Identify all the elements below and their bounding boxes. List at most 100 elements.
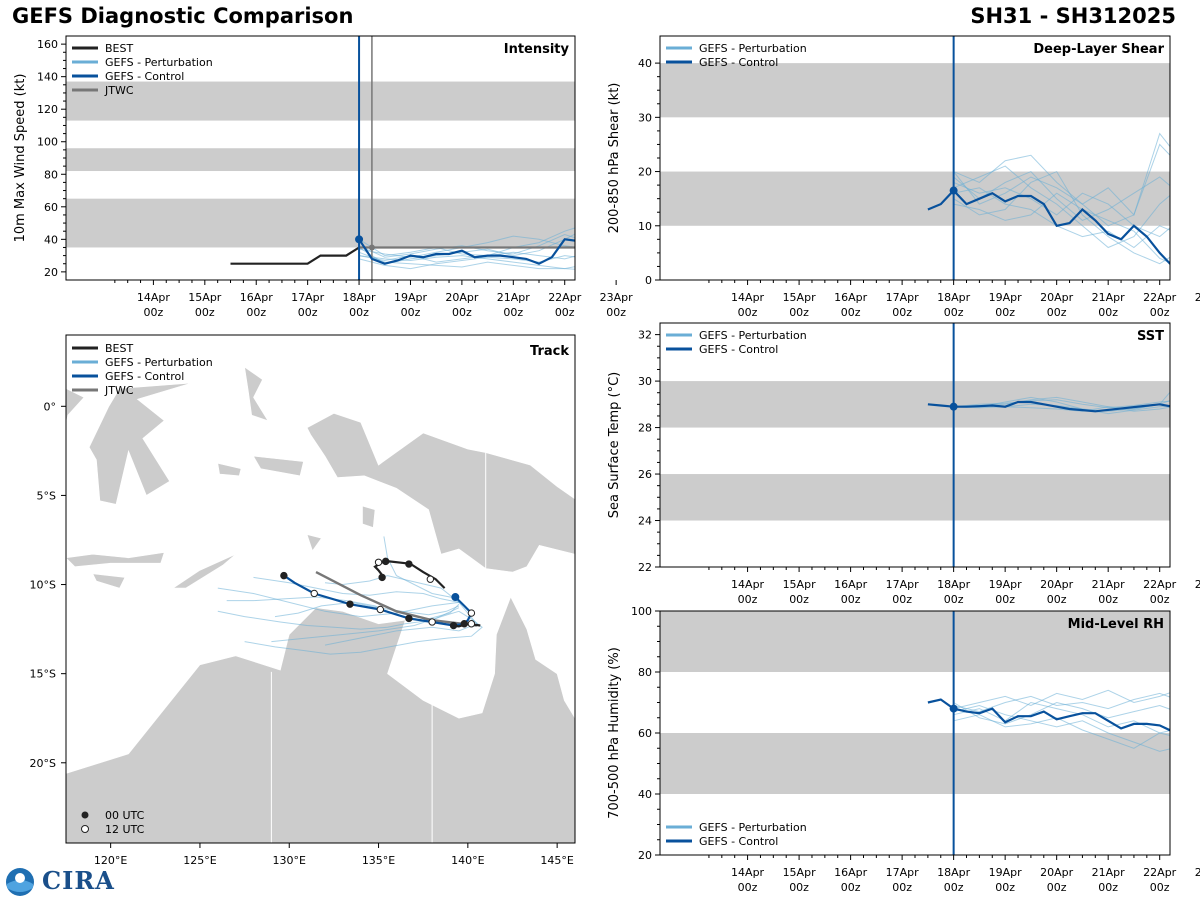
land-mass-7 bbox=[66, 552, 165, 568]
x-tick-label-day: 18Apr bbox=[937, 291, 971, 304]
panel-title: Track bbox=[530, 344, 569, 359]
x-tick-label-hour: 00z bbox=[944, 306, 964, 319]
x-tick-label-hour: 00z bbox=[841, 881, 861, 894]
init-marker bbox=[949, 186, 958, 195]
x-tick-label-hour: 00z bbox=[789, 881, 809, 894]
control-marker bbox=[376, 605, 385, 614]
perturbation-line-0 bbox=[953, 391, 1170, 412]
legend-marker-12utc bbox=[81, 825, 89, 833]
x-tick-label-day: 22Apr bbox=[1143, 578, 1177, 591]
logo-text: CIRA bbox=[42, 866, 115, 895]
panel-rh: 20 40 60 80 100 14Apr 00z 15Apr 00z 16Apr 00z 17Apr… bbox=[607, 605, 1200, 894]
page-title: GEFS Diagnostic Comparison bbox=[12, 4, 354, 28]
perturbation-line-3 bbox=[953, 165, 1170, 249]
x-tick-label-hour: 00z bbox=[349, 306, 369, 319]
x-tick-label-hour: 00z bbox=[1098, 306, 1118, 319]
x-tick-label-day: 14Apr bbox=[731, 866, 765, 879]
perturbation-line-2 bbox=[953, 170, 1170, 265]
best-marker bbox=[381, 557, 390, 566]
x-tick-label-day: 14Apr bbox=[731, 291, 765, 304]
band-2 bbox=[66, 81, 575, 121]
x-tick-label-hour: 00z bbox=[995, 593, 1015, 606]
x-tick-label-day: 23Apr bbox=[1195, 866, 1200, 879]
x-tick-label-day: 23Apr bbox=[1195, 578, 1200, 591]
y-tick-label: 40 bbox=[638, 788, 652, 801]
x-tick-label-day: 20Apr bbox=[445, 291, 479, 304]
land-mass-0 bbox=[66, 596, 575, 843]
x-tick-label-day: 19Apr bbox=[394, 291, 428, 304]
y-tick-label: 20 bbox=[638, 166, 652, 179]
noaa-logo-icon bbox=[6, 868, 34, 896]
y-tick-label: 20 bbox=[638, 849, 652, 862]
track-perturbation-7 bbox=[244, 610, 483, 655]
control-marker bbox=[310, 589, 318, 598]
init-marker bbox=[949, 402, 958, 411]
x-tick-label-day: 17Apr bbox=[291, 291, 325, 304]
x-tick-label-day: 19Apr bbox=[989, 291, 1023, 304]
x-tick-label-day: 15Apr bbox=[783, 866, 817, 879]
x-tick-label-day: 21Apr bbox=[1092, 866, 1126, 879]
perturbation-line-3 bbox=[358, 238, 575, 260]
x-tick-label-hour: 00z bbox=[555, 306, 575, 319]
x-tick-label-hour: 00z bbox=[1150, 306, 1170, 319]
x-tick-label-hour: 00z bbox=[738, 306, 758, 319]
band-1 bbox=[660, 63, 1170, 118]
x-tick-label-hour: 00z bbox=[995, 881, 1015, 894]
y-tick-label: 20°S bbox=[30, 757, 56, 770]
init-marker bbox=[355, 235, 364, 244]
map-area bbox=[66, 335, 575, 843]
y-tick-label: 10°S bbox=[30, 579, 56, 592]
perturbation-line-5 bbox=[953, 171, 1170, 221]
x-tick-label-day: 16Apr bbox=[240, 291, 274, 304]
x-tick-label-day: 21Apr bbox=[1092, 291, 1126, 304]
y-axis-label: 10m Max Wind Speed (kt) bbox=[13, 74, 28, 243]
x-tick-label-day: 16Apr bbox=[834, 866, 868, 879]
legend-label-jtwc: JTWC bbox=[104, 84, 134, 97]
y-tick-label: 5°S bbox=[37, 489, 56, 502]
y-tick-label: 100 bbox=[631, 605, 652, 618]
legend-label-best: BEST bbox=[105, 42, 133, 55]
perturbation-line-6 bbox=[359, 255, 575, 270]
y-tick-label: 20 bbox=[44, 266, 58, 279]
plot-frame bbox=[659, 322, 1171, 568]
control-line bbox=[358, 238, 575, 265]
band-0 bbox=[66, 198, 575, 248]
track-perturbation-9 bbox=[226, 596, 460, 621]
y-tick-label: 0° bbox=[44, 400, 57, 413]
x-tick-label-hour: 00z bbox=[892, 881, 912, 894]
x-tick-label-day: 23Apr bbox=[600, 291, 634, 304]
x-tick-label-hour: 00z bbox=[1098, 593, 1118, 606]
perturbation-line-7 bbox=[953, 132, 1170, 216]
x-tick-label-day: 15Apr bbox=[783, 291, 817, 304]
x-tick-label-hour: 00z bbox=[246, 306, 266, 319]
perturbation-line-2 bbox=[953, 399, 1170, 409]
x-tick-label-day: 18Apr bbox=[937, 578, 971, 591]
track-jtwc bbox=[315, 571, 477, 627]
track-perturbation-6 bbox=[324, 575, 460, 603]
y-tick-label: 24 bbox=[638, 515, 652, 528]
control-line bbox=[927, 400, 1170, 413]
best-marker bbox=[378, 573, 386, 582]
x-tick-label-day: 22Apr bbox=[548, 291, 582, 304]
x-tick-label-hour: 00z bbox=[144, 306, 164, 319]
y-tick-label: 30 bbox=[638, 111, 652, 124]
y-tick-label: 80 bbox=[44, 168, 58, 181]
land-mass-4 bbox=[217, 462, 242, 477]
perturbation-line-4 bbox=[953, 692, 1170, 713]
y-tick-label: 28 bbox=[638, 422, 652, 435]
best-marker bbox=[374, 558, 383, 566]
perturbation-line-2 bbox=[953, 701, 1170, 725]
x-tick-label-day: 21Apr bbox=[1092, 578, 1126, 591]
x-tick-label-hour: 00z bbox=[1047, 593, 1067, 606]
x-tick-label-hour: 00z bbox=[892, 306, 912, 319]
jtwc-marker bbox=[368, 244, 375, 251]
control-marker bbox=[428, 618, 436, 626]
plot-area-intensity bbox=[66, 36, 575, 280]
y-tick-label: 26 bbox=[638, 468, 652, 481]
x-tick-label: 120°E bbox=[94, 854, 127, 867]
perturbation-line-2 bbox=[358, 255, 575, 270]
x-tick-label-day: 23Apr bbox=[1195, 291, 1200, 304]
y-tick-label: 160 bbox=[37, 38, 58, 51]
land-mass-3 bbox=[244, 366, 269, 422]
legend-label-best: BEST bbox=[105, 342, 133, 355]
